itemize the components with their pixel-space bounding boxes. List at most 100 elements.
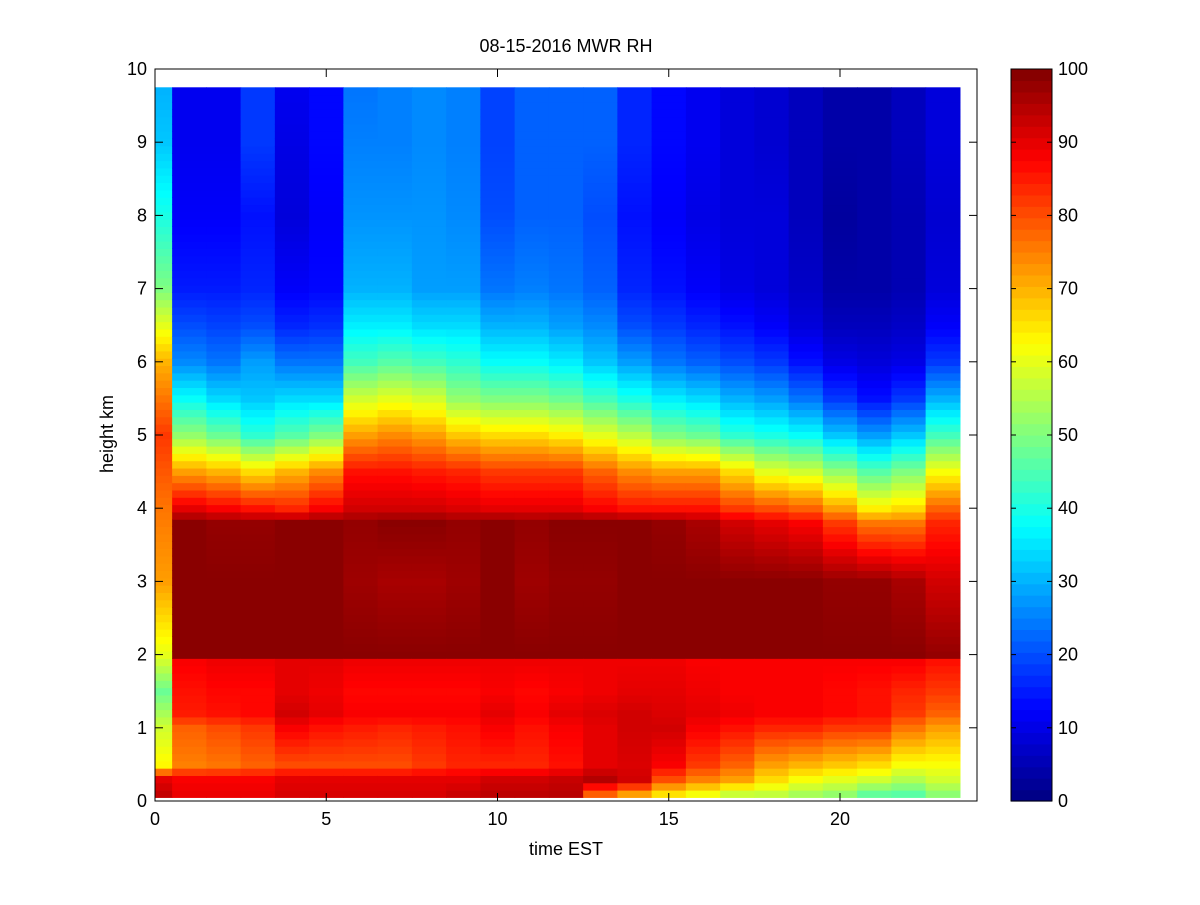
heatmap-cell: [343, 226, 379, 235]
heatmap-cell: [480, 724, 516, 733]
heatmap-cell: [651, 123, 687, 132]
heatmap-cell: [822, 358, 858, 367]
heatmap-cell: [548, 197, 584, 206]
heatmap-cell: [172, 526, 207, 535]
heatmap-cell: [240, 197, 276, 206]
heatmap-cell: [206, 336, 242, 345]
heatmap-cell: [480, 262, 516, 271]
heatmap-cell: [343, 533, 379, 542]
heatmap-cell: [206, 365, 242, 374]
heatmap-cell: [274, 599, 310, 608]
heatmap-cell: [548, 255, 584, 264]
heatmap-cell: [788, 372, 824, 381]
heatmap-cell: [891, 467, 927, 476]
heatmap-cell: [583, 738, 618, 747]
heatmap-cell: [377, 680, 413, 689]
y-tick-label: 10: [127, 59, 147, 79]
heatmap-cell: [788, 182, 824, 191]
heatmap-cell: [172, 394, 207, 403]
heatmap-cell: [377, 394, 413, 403]
heatmap-cell: [377, 189, 413, 198]
heatmap-cell: [274, 219, 310, 227]
heatmap-cell: [446, 409, 481, 418]
heatmap-cell: [172, 716, 207, 725]
heatmap-cell: [155, 241, 173, 249]
heatmap-cell: [685, 541, 721, 550]
heatmap-cell: [617, 636, 653, 645]
heatmap-cell: [891, 380, 927, 389]
heatmap-cell: [925, 123, 961, 132]
colorbar-segment: [1011, 526, 1052, 539]
heatmap-cell: [377, 197, 413, 206]
heatmap-cell: [891, 504, 927, 513]
heatmap-cell: [685, 738, 721, 747]
heatmap-cell: [155, 87, 173, 96]
heatmap-cell: [480, 438, 516, 447]
heatmap-cell: [480, 782, 516, 791]
heatmap-cell: [514, 497, 550, 506]
heatmap-cell: [274, 328, 310, 337]
heatmap-cell: [155, 343, 173, 352]
heatmap-cell: [377, 497, 413, 506]
heatmap-cell: [274, 753, 310, 762]
heatmap-cell: [720, 577, 755, 586]
heatmap-cell: [172, 416, 207, 425]
heatmap-cell: [155, 680, 173, 689]
heatmap-cell: [925, 555, 961, 564]
heatmap-cell: [857, 636, 892, 645]
heatmap-cell: [685, 336, 721, 345]
heatmap-cell: [891, 687, 927, 696]
heatmap-cell: [480, 577, 516, 586]
heatmap-cell: [343, 782, 379, 791]
heatmap-cell: [754, 314, 790, 323]
heatmap-cell: [788, 219, 824, 227]
heatmap-cell: [754, 380, 790, 389]
heatmap-cell: [206, 87, 242, 96]
heatmap-cell: [172, 204, 207, 213]
heatmap-cell: [172, 321, 207, 330]
heatmap-cell: [514, 724, 550, 733]
heatmap-cell: [857, 372, 892, 381]
heatmap-cell: [548, 438, 584, 447]
heatmap-cell: [274, 570, 310, 579]
heatmap-cell: [514, 204, 550, 213]
heatmap-cell: [172, 299, 207, 308]
colorbar-segment: [1011, 423, 1052, 436]
heatmap-cell: [925, 292, 961, 301]
heatmap-cell: [925, 424, 961, 432]
heatmap-cell: [377, 782, 413, 791]
heatmap-cell: [172, 672, 207, 681]
heatmap-cell: [240, 358, 276, 367]
heatmap-cell: [925, 197, 961, 206]
heatmap-cell: [514, 746, 550, 755]
heatmap-cell: [274, 782, 310, 791]
heatmap-cell: [377, 768, 413, 776]
heatmap-cell: [788, 241, 824, 249]
heatmap-cell: [651, 299, 687, 308]
heatmap-cell: [240, 189, 276, 198]
heatmap-cell: [411, 768, 447, 776]
heatmap-cell: [480, 101, 516, 110]
heatmap-cell: [240, 753, 276, 762]
heatmap-cell: [172, 87, 207, 96]
heatmap-cell: [583, 497, 618, 506]
heatmap-cell: [514, 775, 550, 784]
heatmap-cell: [155, 255, 173, 264]
heatmap-cell: [857, 241, 892, 249]
heatmap-cell: [925, 314, 961, 323]
heatmap-cell: [754, 592, 790, 601]
heatmap-cell: [925, 94, 961, 103]
heatmap-cell: [583, 599, 618, 608]
heatmap-cell: [822, 753, 858, 762]
heatmap-cell: [925, 153, 961, 162]
heatmap-cell: [685, 394, 721, 403]
heatmap-cell: [240, 131, 276, 140]
heatmap-cell: [925, 782, 961, 791]
heatmap-cell: [720, 328, 755, 337]
heatmap-cell: [754, 197, 790, 206]
heatmap-cell: [240, 175, 276, 184]
heatmap-cell: [788, 768, 824, 776]
heatmap-cell: [822, 607, 858, 615]
colorbar-segment: [1011, 663, 1052, 676]
heatmap-cell: [155, 702, 173, 711]
